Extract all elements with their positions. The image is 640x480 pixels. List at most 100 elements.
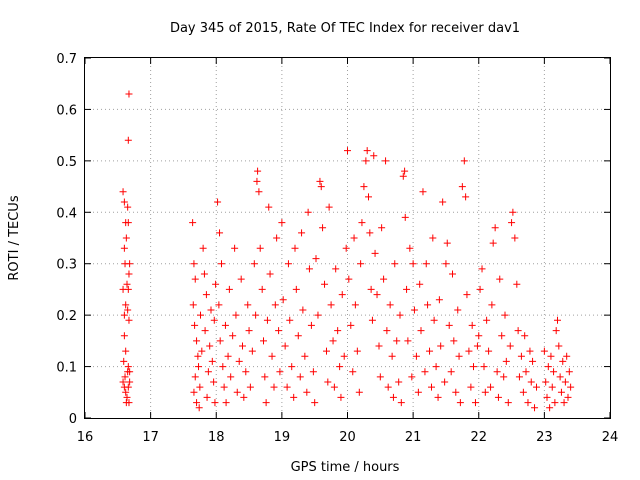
data-point <box>542 378 550 386</box>
data-point <box>456 399 464 407</box>
data-point <box>266 270 274 278</box>
data-point <box>189 301 197 309</box>
data-point <box>261 373 269 381</box>
data-point <box>498 332 506 340</box>
data-point <box>330 383 338 391</box>
data-point <box>240 393 248 401</box>
data-point <box>216 229 224 237</box>
data-point <box>403 285 411 293</box>
data-point <box>531 404 539 412</box>
data-point <box>465 347 473 355</box>
data-point <box>561 378 569 386</box>
data-point <box>515 373 523 381</box>
x-tick-label: 17 <box>142 430 159 445</box>
data-point <box>253 177 261 185</box>
data-point <box>488 301 496 309</box>
data-point <box>462 193 470 201</box>
data-point <box>120 244 128 252</box>
data-point <box>332 265 340 273</box>
data-point <box>268 352 276 360</box>
data-point <box>560 399 568 407</box>
data-point <box>395 378 403 386</box>
data-point <box>483 316 491 324</box>
x-tick-label: 22 <box>470 430 487 445</box>
data-point <box>393 337 401 345</box>
data-point <box>231 244 239 252</box>
data-point <box>219 363 227 371</box>
data-point <box>540 347 548 355</box>
data-point <box>314 311 322 319</box>
axis-ticks: 16 17 18 19 20 21 22 23 24 0 0.1 0.2 0.3 0.4 0.5 0.6 0.7 <box>56 52 618 445</box>
data-point <box>278 219 286 227</box>
data-point <box>500 373 508 381</box>
data-point <box>235 357 243 365</box>
data-point <box>229 332 237 340</box>
data-point <box>290 393 298 401</box>
data-point <box>123 393 131 401</box>
data-point <box>122 301 130 309</box>
data-point <box>452 388 460 396</box>
data-point <box>191 321 199 329</box>
data-point <box>366 229 374 237</box>
data-point <box>227 373 235 381</box>
data-point <box>378 224 386 232</box>
data-point <box>263 316 271 324</box>
data-point <box>481 388 489 396</box>
data-point <box>193 337 201 345</box>
data-point <box>524 399 532 407</box>
data-point <box>327 301 335 309</box>
data-point <box>509 208 517 216</box>
data-point <box>120 332 128 340</box>
data-point <box>458 183 466 191</box>
data-point <box>437 342 445 350</box>
data-point <box>203 393 211 401</box>
data-point <box>410 306 418 314</box>
data-point <box>421 368 429 376</box>
data-point <box>338 291 346 299</box>
data-point <box>424 301 432 309</box>
data-point <box>504 399 512 407</box>
data-point <box>224 352 232 360</box>
data-point <box>262 399 270 407</box>
data-point <box>255 188 263 196</box>
data-point <box>384 383 392 391</box>
data-point <box>478 265 486 273</box>
data-point <box>508 219 516 227</box>
data-point <box>522 368 530 376</box>
data-point <box>375 342 383 350</box>
data-point <box>496 275 504 283</box>
data-point <box>449 270 456 278</box>
data-point <box>467 383 475 391</box>
data-point <box>199 244 207 252</box>
data-point <box>389 393 397 401</box>
data-point <box>547 352 555 360</box>
data-point <box>239 342 246 350</box>
data-point <box>373 291 381 299</box>
x-tick-label: 16 <box>77 430 94 445</box>
data-point <box>434 393 442 401</box>
y-tick-label: 0.2 <box>56 309 77 324</box>
data-point <box>468 321 476 329</box>
data-point <box>270 383 278 391</box>
data-point <box>353 347 361 355</box>
data-point <box>321 280 329 288</box>
data-point <box>417 327 425 335</box>
data-point <box>220 383 228 391</box>
data-point <box>514 327 522 335</box>
data-point <box>125 399 133 407</box>
data-point <box>305 265 313 273</box>
data-point <box>120 198 128 206</box>
data-point <box>554 316 561 324</box>
data-point <box>506 342 514 350</box>
data-point <box>221 321 229 329</box>
data-point <box>122 388 130 396</box>
data-point <box>367 285 375 293</box>
data-point <box>556 373 564 381</box>
data-point <box>260 337 267 345</box>
data-point <box>124 363 132 371</box>
data-point <box>365 193 372 201</box>
data-point <box>299 306 307 314</box>
y-axis-label: ROTI / TECUs <box>7 195 22 280</box>
data-point <box>200 270 208 278</box>
data-point <box>125 90 133 98</box>
